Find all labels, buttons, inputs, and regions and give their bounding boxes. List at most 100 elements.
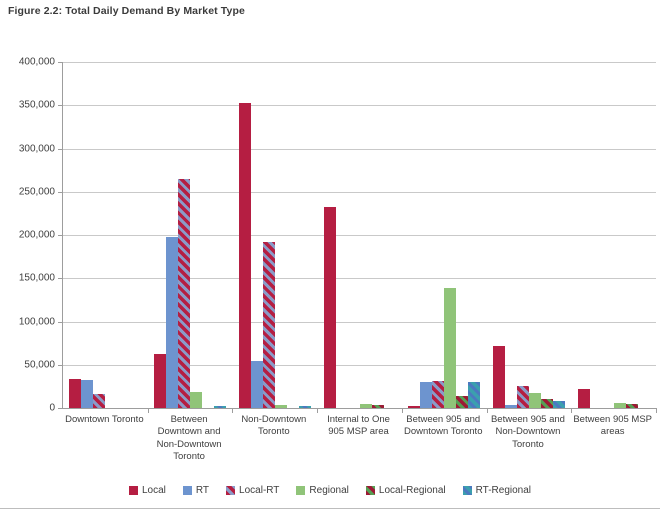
x-tick-mark [147, 408, 149, 413]
x-tick-mark [317, 408, 319, 413]
bar-local-regional [371, 405, 384, 408]
bar-rt-regional [214, 406, 227, 408]
bar-rt [166, 236, 179, 408]
y-tick-label: 250,000 [18, 186, 55, 198]
plot-area [58, 62, 657, 413]
x-category-label: Non-Downtown Toronto [241, 414, 307, 438]
gridline [63, 364, 656, 366]
legend-label: Local-Regional [378, 485, 446, 496]
gridline [63, 62, 656, 63]
legend-item: Local [128, 485, 166, 496]
x-tick-mark [571, 408, 573, 413]
y-tick-label: 150,000 [18, 272, 55, 284]
legend-label: RT-Regional [475, 485, 532, 496]
bar-local [323, 207, 336, 408]
bar-group [232, 62, 317, 408]
x-category-label: Internal to One 905 MSP area [327, 414, 390, 438]
y-tick-label: 100,000 [18, 316, 55, 327]
gridline [63, 278, 656, 280]
gridline [63, 235, 656, 236]
gridline [63, 105, 656, 107]
y-tick-label: 350,000 [18, 99, 55, 111]
y-tick-mark [58, 235, 63, 236]
x-tick-mark [401, 408, 403, 413]
bar-group [148, 62, 233, 408]
bar-local-rt [262, 241, 275, 408]
bar-rt [81, 380, 94, 408]
x-category-label: Between 905 and Downtown Toronto [403, 414, 483, 438]
legend-key-icon [365, 486, 375, 495]
bar-rt [420, 382, 433, 408]
legend-key-icon [462, 486, 472, 495]
bar-rt-regional [468, 382, 481, 408]
legend-item: RT [182, 485, 210, 496]
y-tick-mark [58, 408, 63, 409]
x-category-label: Downtown Toronto [65, 414, 144, 425]
bar-regional [359, 403, 372, 408]
legend-label: Regional [309, 485, 349, 496]
bar-local [492, 345, 505, 408]
bar-rt [250, 361, 263, 408]
bar-regional [444, 287, 457, 408]
bar-local-regional [456, 395, 469, 408]
bar-local-rt [516, 386, 529, 408]
x-tick-mark [232, 408, 234, 413]
gridline [63, 191, 656, 193]
legend-item: Regional [296, 485, 349, 496]
y-axis-labels: 400,000 350,000 300,000 250,000 200,000 150,0… [0, 57, 55, 414]
bar-local [238, 102, 251, 408]
x-axis-labels: Downtown Toronto Between Downtown and Non… [62, 414, 655, 463]
y-tick-mark [58, 321, 63, 323]
bar-local [577, 388, 590, 408]
y-tick-label: 50,000 [24, 359, 55, 371]
bar-rt-regional [298, 406, 311, 408]
y-tick-label: 400,000 [18, 56, 55, 68]
legend-item: Local-RT [226, 485, 279, 496]
bar-local [69, 379, 82, 408]
bar-local [154, 354, 167, 408]
y-tick-mark [58, 148, 63, 150]
bar-regional [274, 405, 287, 408]
gridline [63, 321, 656, 323]
bar-group [63, 62, 148, 408]
legend-item: RT-Regional [462, 485, 532, 496]
y-tick-label: 300,000 [18, 143, 55, 154]
y-tick-mark [58, 62, 63, 63]
x-tick-mark [486, 408, 488, 413]
bar-local-regional [625, 403, 638, 408]
y-tick-mark [58, 278, 63, 280]
y-tick-label: 0 [49, 402, 55, 414]
bar-regional [190, 392, 203, 408]
legend-item: Local-Regional [365, 485, 446, 496]
figure-title: Figure 2.2: Total Daily Demand By Market… [8, 5, 245, 17]
legend-label: Local-RT [239, 485, 280, 496]
bar-rt-regional [552, 401, 565, 408]
bar-group [487, 62, 572, 408]
bar-groups [63, 62, 656, 408]
legend-key-icon [296, 486, 306, 495]
bar-local-rt [93, 394, 106, 408]
bar-local-rt [432, 381, 445, 408]
legend-label: Local [141, 485, 166, 496]
x-category-label: Between 905 and Non-Downtown Toronto [490, 414, 565, 450]
bar-regional [528, 393, 541, 408]
gridline [63, 148, 656, 150]
legend: Local RT Local-RT Regional Local-Regional RT-… [0, 485, 660, 496]
bar-local-regional [540, 399, 553, 408]
x-category-label: Between Downtown and Non-Downtown Toront… [156, 414, 222, 463]
legend-key-icon [226, 486, 236, 495]
bar-regional [613, 402, 626, 408]
bar-local [408, 406, 421, 408]
bar-rt [504, 404, 517, 408]
bar-group [571, 62, 656, 408]
legend-label: RT [195, 485, 210, 496]
x-category-label: Between 905 MSP areas [573, 414, 653, 438]
bar-local-rt [178, 178, 191, 408]
y-tick-label: 200,000 [18, 229, 55, 241]
bar-group [402, 62, 487, 408]
y-tick-mark [58, 105, 63, 107]
bar-group [317, 62, 402, 408]
y-tick-mark [58, 364, 63, 366]
legend-key-icon [128, 486, 138, 495]
legend-key-icon [182, 486, 192, 495]
